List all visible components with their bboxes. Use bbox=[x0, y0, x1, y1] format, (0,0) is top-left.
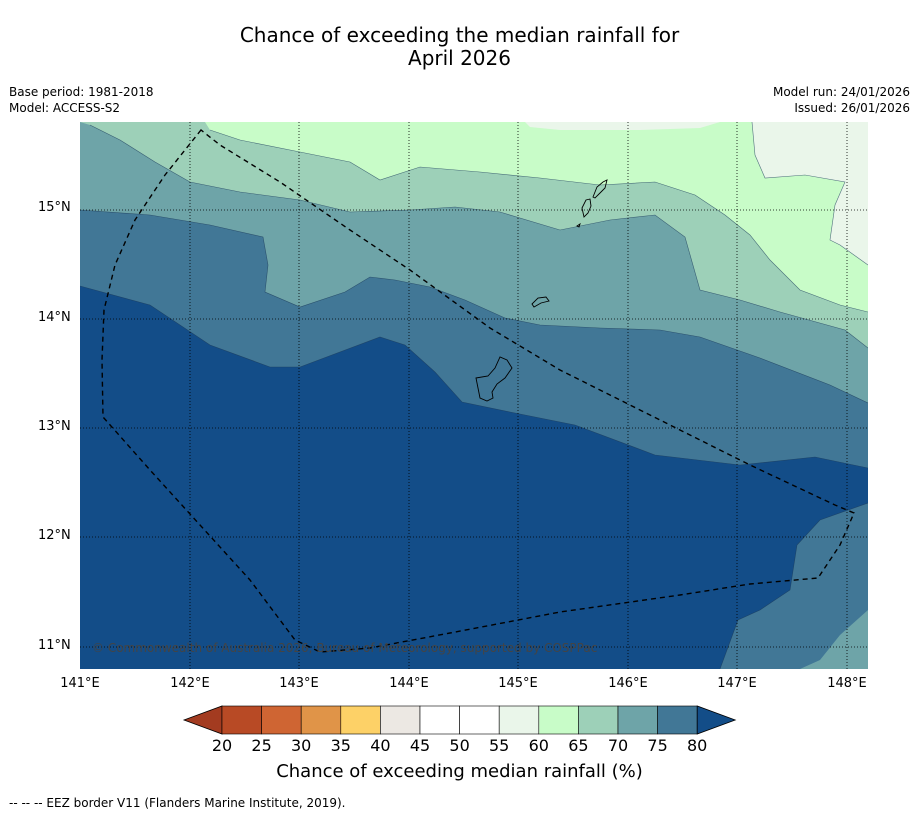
map-title-line1: Chance of exceeding the median rainfall … bbox=[239, 23, 680, 47]
issued-date: Issued: 26/01/2026 bbox=[794, 101, 910, 115]
region-55-60-top bbox=[525, 122, 720, 130]
base-period: Base period: 1981-2018 bbox=[9, 85, 154, 99]
colorbar-label: 20 bbox=[211, 736, 233, 755]
colorbar-segment bbox=[300, 705, 342, 735]
colorbar-segment bbox=[221, 705, 262, 735]
colorbar-label: 65 bbox=[568, 736, 589, 755]
colorbar-label: 80 bbox=[687, 736, 708, 755]
colorbar-segment bbox=[498, 705, 540, 735]
aguijan-island bbox=[576, 222, 581, 228]
model-name: Model: ACCESS-S2 bbox=[9, 101, 121, 115]
lon-tick-146: 146°E bbox=[608, 676, 648, 691]
region-55-60 bbox=[752, 122, 868, 265]
colorbar-extend-high bbox=[696, 705, 737, 735]
eez-border bbox=[101, 129, 855, 653]
colorbar-title: Chance of exceeding median rainfall (%) bbox=[276, 761, 643, 782]
region-60-65 bbox=[205, 122, 868, 312]
lon-tick-141: 141°E bbox=[60, 676, 100, 691]
lon-tick-145: 145°E bbox=[498, 676, 538, 691]
colorbar-label: 40 bbox=[370, 736, 391, 755]
guam-island bbox=[475, 356, 513, 402]
map-title-line2: April 2026 bbox=[408, 46, 511, 70]
lat-tick-12: 12°N bbox=[38, 528, 71, 543]
colorbar-segment bbox=[538, 705, 579, 735]
meta-left: Base period: 1981-2018 Model: ACCESS-S2 bbox=[9, 84, 154, 116]
colorbar-label: 70 bbox=[607, 736, 629, 755]
colorbar-label: 55 bbox=[489, 736, 510, 755]
colorbar-segment bbox=[617, 705, 658, 735]
colorbar-segment bbox=[419, 705, 460, 735]
colorbar-segment bbox=[657, 705, 698, 735]
lon-tick-147: 147°E bbox=[717, 676, 757, 691]
lon-tick-142: 142°E bbox=[170, 676, 210, 691]
gridlines bbox=[80, 122, 868, 669]
saipan-island bbox=[592, 179, 608, 199]
region-70-75-se bbox=[800, 610, 868, 669]
lon-tick-148: 148°E bbox=[827, 676, 867, 691]
lat-tick-14: 14°N bbox=[38, 310, 71, 325]
colorbar-segment bbox=[578, 705, 619, 735]
colorbar-label: 75 bbox=[647, 736, 668, 755]
colorbar-label: 45 bbox=[409, 736, 431, 755]
colorbar-segment bbox=[380, 705, 421, 735]
lon-tick-144: 144°E bbox=[389, 676, 429, 691]
colorbar-label: 25 bbox=[251, 736, 272, 755]
colorbar-label: 30 bbox=[291, 736, 312, 755]
colorbar-label: 35 bbox=[330, 736, 351, 755]
colorbar-label: 60 bbox=[528, 736, 549, 755]
model-run: Model run: 24/01/2026 bbox=[772, 85, 910, 99]
colorbar-segment bbox=[261, 705, 302, 735]
colorbar-label: 50 bbox=[449, 736, 470, 755]
colorbar bbox=[182, 705, 737, 735]
region-75-80-se bbox=[720, 503, 868, 669]
footnote-eez: -- -- -- EEZ border V11 (Flanders Marine… bbox=[9, 796, 346, 810]
lat-tick-11: 11°N bbox=[38, 638, 71, 653]
colorbar-extend-low bbox=[182, 705, 223, 735]
tinian-island bbox=[581, 198, 592, 218]
lon-tick-143: 143°E bbox=[279, 676, 319, 691]
islands bbox=[475, 179, 608, 402]
lat-tick-15: 15°N bbox=[38, 200, 71, 215]
copyright-text: © Commonwealth of Australia 2026, Bureau… bbox=[92, 641, 598, 655]
meta-right: Model run: 24/01/2026 Issued: 26/01/2026 bbox=[773, 84, 910, 116]
rota-island bbox=[531, 296, 550, 308]
colorbar-segment bbox=[340, 705, 381, 735]
lat-tick-13: 13°N bbox=[38, 419, 71, 434]
colorbar-segment bbox=[459, 705, 500, 735]
